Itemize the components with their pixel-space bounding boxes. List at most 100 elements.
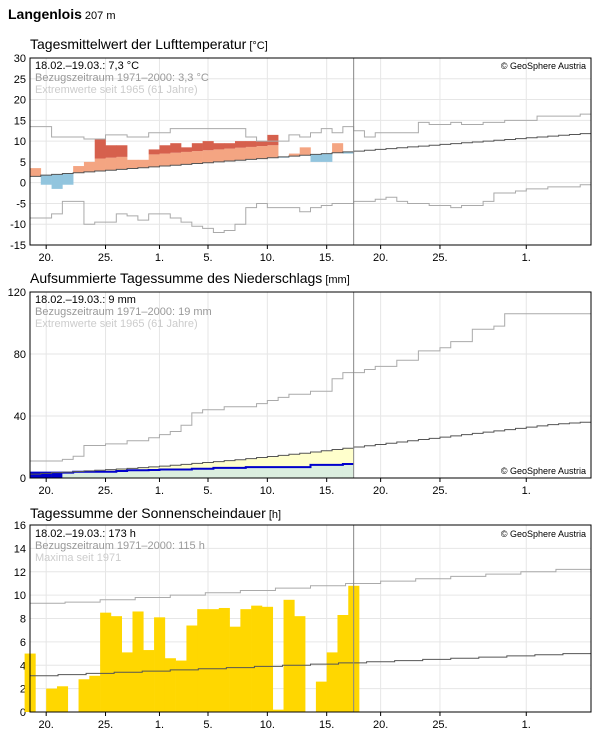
x-tick-label: 1. <box>522 252 531 264</box>
x-tick-label: 20. <box>373 719 388 729</box>
sun-bar <box>164 658 176 712</box>
precip-deficit-area <box>202 462 214 469</box>
temp-bar-cold <box>62 173 74 185</box>
precip-sum-area <box>202 468 214 478</box>
y-tick-label: 15 <box>14 115 26 127</box>
temp-bar-hot <box>148 149 160 155</box>
sun-title-text: Tagessumme der Sonnenscheindauer <box>30 505 266 521</box>
precip-deficit-area <box>278 455 290 468</box>
x-tick-label: 10. <box>260 719 275 729</box>
sun-bar <box>78 679 90 712</box>
x-tick-label: 20. <box>39 485 54 497</box>
precip-panel-title: Aufsummierte Tagessumme des Niederschlag… <box>30 270 350 286</box>
info-reference: Bezugszeitraum 1971–2000: 3,3 °C <box>35 72 209 84</box>
precip-sum-area <box>83 471 96 478</box>
precip-deficit-area <box>256 457 268 468</box>
x-tick-label: 25. <box>98 252 113 264</box>
precip-deficit-area <box>170 465 182 470</box>
temp-bar-hot <box>181 147 193 152</box>
temp-bar-hot <box>170 143 182 153</box>
precip-deficit-area <box>148 466 160 470</box>
x-tick-label: 25. <box>432 252 447 264</box>
temp-bar-warm <box>30 168 42 177</box>
station-elevation: 207 m <box>84 10 116 22</box>
precip-deficit-area <box>224 460 236 468</box>
precip-unit: [mm] <box>325 274 350 286</box>
y-tick-label: 0 <box>20 707 26 719</box>
info-reference: Bezugszeitraum 1971–2000: 19 mm <box>35 306 212 318</box>
temp-bar-warm <box>105 157 117 171</box>
temp-bar-warm <box>191 151 203 164</box>
precip-sum-area <box>245 467 257 478</box>
precip-deficit-area <box>159 466 171 470</box>
x-tick-label: 5. <box>203 485 212 497</box>
precip-sum-area <box>170 469 182 478</box>
precip-sum-area <box>105 471 117 478</box>
precip-deficit-area <box>191 463 203 469</box>
temp-bar-warm <box>116 156 128 170</box>
temp-bar-warm <box>332 143 344 153</box>
temp-bar-warm <box>94 158 106 172</box>
temp-bar-warm <box>234 147 247 161</box>
y-tick-label: 0 <box>20 473 26 485</box>
temp-min-line <box>30 184 591 234</box>
precip-sum-area <box>299 467 311 478</box>
y-tick-label: 6 <box>20 637 26 649</box>
temp-bar-hot <box>224 143 236 149</box>
precip-deficit-area <box>310 451 322 465</box>
precip-sum-area <box>321 464 333 478</box>
x-tick-label: 20. <box>373 252 388 264</box>
y-tick-label: 80 <box>14 349 26 361</box>
precip-sum-area <box>342 464 354 478</box>
sun-bar <box>143 650 155 712</box>
info-extreme: Extremwerte seit 1965 (61 Jahre) <box>35 318 198 330</box>
temp-bar-hot <box>191 143 203 152</box>
x-tick-label: 1. <box>522 719 531 729</box>
copyright-text: © GeoSphere Austria <box>501 529 586 539</box>
plot-frame <box>29 291 592 479</box>
temp-bar-warm <box>299 147 311 156</box>
sun-bar <box>132 611 144 712</box>
sun-bar <box>218 607 230 712</box>
y-tick-label: 20 <box>14 95 26 107</box>
sun-bar <box>326 652 338 712</box>
x-tick-label: 1. <box>522 485 531 497</box>
x-tick-label: 15. <box>319 252 334 264</box>
temp-bar-warm <box>127 159 139 169</box>
precip-sum-area <box>116 471 128 478</box>
precip-deficit-area <box>213 461 225 468</box>
x-tick-label: 1. <box>155 252 164 264</box>
temp-bar-hot <box>213 143 225 150</box>
temp-bar-warm <box>267 145 279 158</box>
y-tick-label: 14 <box>14 543 26 555</box>
x-tick-label: 1. <box>155 719 164 729</box>
precip-sum-area <box>127 470 139 478</box>
precip-sum-area <box>267 467 279 478</box>
sun-bar <box>337 614 349 712</box>
precip-sum-area <box>224 467 236 478</box>
precip-sum-area <box>310 464 322 478</box>
precip-deficit-area <box>137 467 149 471</box>
sun-bar <box>283 599 295 712</box>
info-extreme: Extremwerte seit 1965 (61 Jahre) <box>35 84 198 96</box>
temp-max-line <box>30 113 591 142</box>
temp-bar-hot <box>116 145 128 157</box>
temp-bar-cold <box>51 174 63 189</box>
y-tick-label: 0 <box>20 178 26 190</box>
y-tick-label: -5 <box>16 198 26 210</box>
precip-deficit-area <box>267 456 279 468</box>
temp-bar-warm <box>213 149 225 162</box>
precip-sum-area <box>256 467 268 478</box>
temp-bar-warm <box>181 151 193 165</box>
precip-sum-area <box>62 472 74 478</box>
temp-bar-warm <box>159 153 171 167</box>
info-reference: Bezugszeitraum 1971–2000: 115 h <box>35 540 205 552</box>
temp-bar-warm <box>83 161 96 172</box>
station-header: Langenlois 207 m <box>8 6 115 22</box>
temp-bar-cold <box>321 153 333 162</box>
temp-unit: [°C] <box>249 40 268 52</box>
precip-surplus-area <box>51 472 63 478</box>
